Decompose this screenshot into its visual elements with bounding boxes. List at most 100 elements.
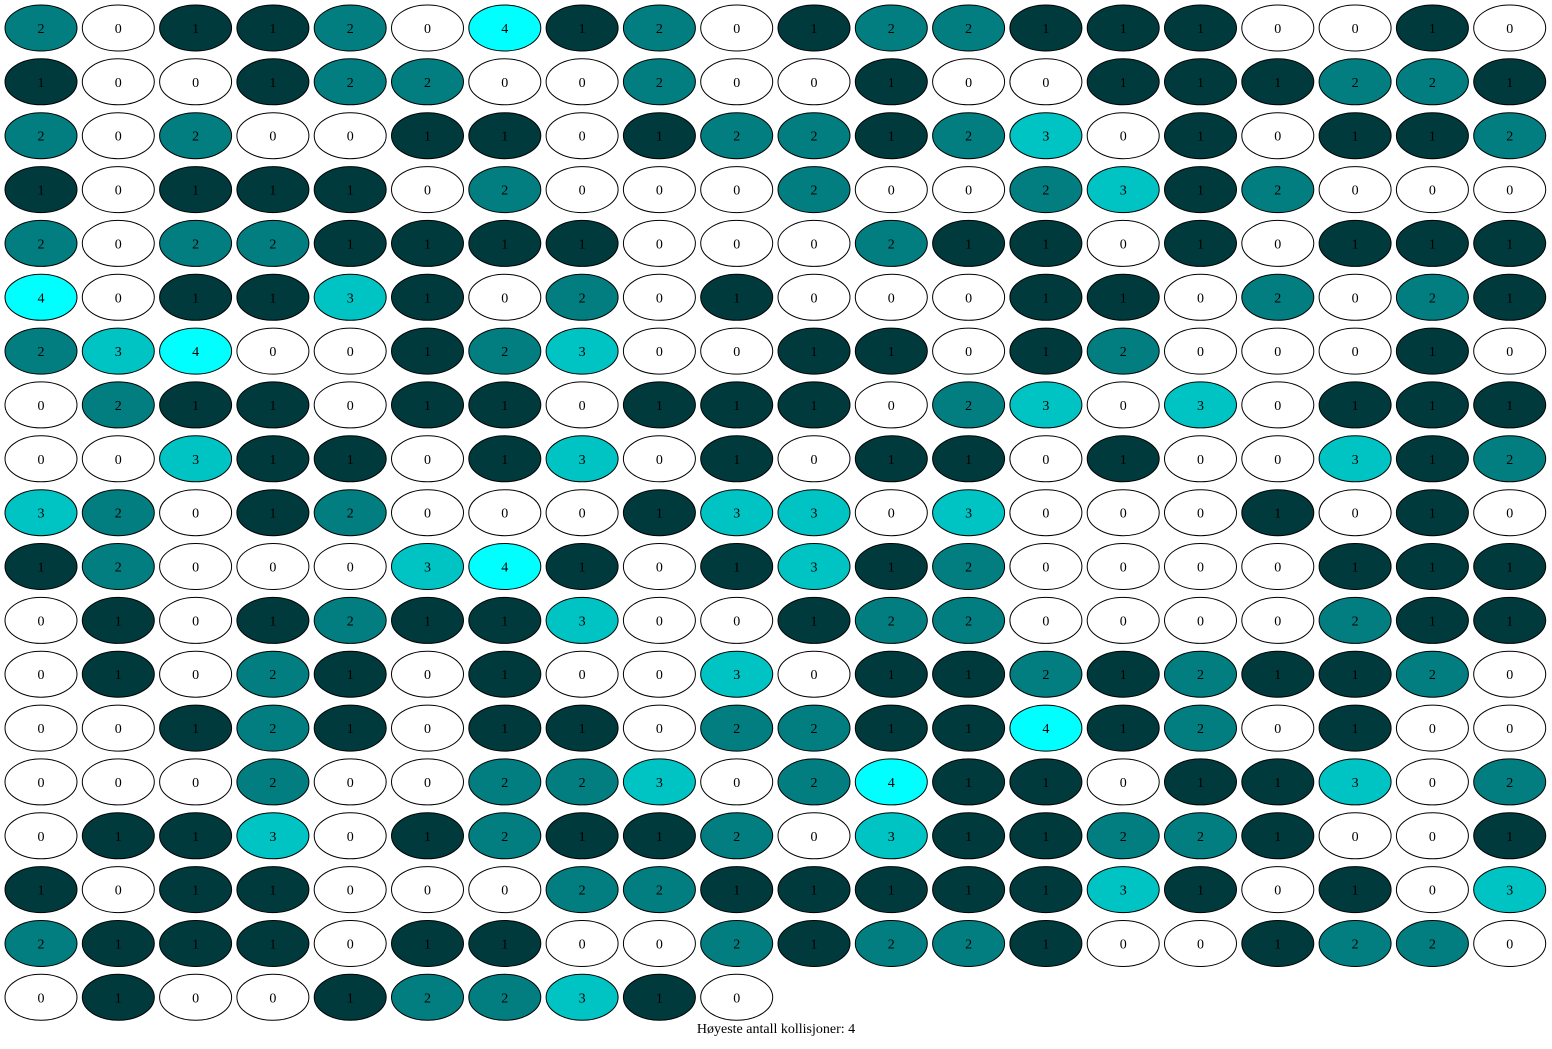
bucket-node: 1: [1009, 327, 1083, 375]
bucket-node: 1: [391, 327, 464, 375]
bucket-node: 1: [1395, 543, 1469, 590]
bucket-node: 0: [777, 273, 851, 321]
bucket-count: 1: [965, 668, 972, 683]
bucket-node: 0: [1473, 920, 1547, 967]
bucket-node: 1: [391, 812, 464, 860]
bucket-ellipse: [854, 704, 928, 752]
bucket-ellipse: [1241, 866, 1315, 914]
bucket-node: 0: [545, 166, 619, 214]
bucket-ellipse: [700, 273, 774, 321]
bucket-node: 1: [468, 650, 542, 698]
bucket-ellipse: [391, 866, 464, 914]
bucket-node: 3: [81, 327, 155, 375]
bucket-count: 0: [656, 291, 663, 306]
bucket-count: 0: [1506, 507, 1513, 522]
bucket-node: 3: [313, 273, 387, 321]
bucket-node: 1: [854, 866, 928, 914]
bucket-ellipse: [313, 327, 387, 375]
bucket-node: 1: [1009, 4, 1083, 52]
bucket-node: 0: [1241, 381, 1315, 429]
bucket-ellipse: [1395, 812, 1469, 860]
bucket-count: 0: [1429, 830, 1436, 845]
bucket-ellipse: [622, 112, 696, 160]
bucket-node: 2: [1473, 758, 1547, 806]
bucket-node: 1: [1164, 219, 1237, 267]
bucket-ellipse: [236, 381, 310, 429]
bucket-count: 2: [1429, 76, 1436, 91]
bucket-ellipse: [159, 219, 233, 267]
bucket-count: 0: [115, 722, 122, 737]
bucket-node: 0: [1473, 650, 1547, 698]
bucket-ellipse: [622, 650, 696, 698]
bucket-node: 1: [854, 327, 928, 375]
bucket-count: 2: [424, 991, 431, 1006]
bucket-ellipse: [622, 920, 696, 967]
bucket-node: 2: [622, 866, 696, 914]
bucket-node: 1: [1473, 812, 1547, 860]
bucket-ellipse: [1086, 435, 1160, 483]
bucket-node: 0: [1241, 219, 1315, 267]
bucket-count: 0: [501, 507, 508, 522]
bucket-ellipse: [1241, 166, 1315, 214]
bucket-count: 0: [656, 561, 663, 576]
bucket-ellipse: [468, 273, 542, 321]
bucket-node: 3: [854, 812, 928, 860]
bucket-count: 2: [38, 22, 45, 37]
bucket-ellipse: [700, 381, 774, 429]
bucket-node: 2: [1318, 58, 1392, 106]
bucket-count: 2: [501, 830, 508, 845]
bucket-count: 2: [1506, 453, 1513, 468]
bucket-ellipse: [854, 812, 928, 860]
bucket-count: 0: [1042, 614, 1049, 629]
bucket-count: 2: [965, 938, 972, 953]
bucket-node: 0: [159, 58, 233, 106]
bucket-count: 0: [424, 22, 431, 37]
bucket-node: 2: [1009, 650, 1083, 698]
bucket-node: 3: [1473, 866, 1547, 914]
bucket-ellipse: [1473, 112, 1547, 160]
bucket-count: 2: [656, 22, 663, 37]
bucket-ellipse: [81, 219, 155, 267]
bucket-node: 0: [622, 435, 696, 483]
bucket-ellipse: [1086, 650, 1160, 698]
bucket-node: 0: [159, 543, 233, 590]
bucket-count: 1: [965, 884, 972, 899]
bucket-count: 0: [733, 614, 740, 629]
bucket-node: 2: [700, 920, 774, 967]
bucket-count: 1: [888, 561, 895, 576]
bucket-ellipse: [777, 596, 851, 644]
bucket-ellipse: [159, 112, 233, 160]
bucket-count: 0: [656, 614, 663, 629]
bucket-count: 0: [38, 399, 45, 414]
bucket-node: 1: [159, 704, 233, 752]
bucket-count: 1: [347, 668, 354, 683]
bucket-count: 1: [269, 453, 276, 468]
bucket-ellipse: [1241, 812, 1315, 860]
bucket-node: 3: [4, 489, 78, 537]
bucket-count: 0: [347, 776, 354, 791]
bucket-ellipse: [622, 489, 696, 537]
bucket-ellipse: [1164, 812, 1237, 860]
bucket-ellipse: [932, 166, 1006, 214]
bucket-ellipse: [468, 758, 542, 806]
bucket-count: 1: [1352, 399, 1359, 414]
bucket-count: 0: [424, 453, 431, 468]
bucket-node: 3: [545, 435, 619, 483]
bucket-node: 2: [932, 4, 1006, 52]
bucket-node: 0: [81, 4, 155, 52]
bucket-node: 1: [4, 543, 78, 590]
bucket-ellipse: [622, 543, 696, 590]
bucket-ellipse: [777, 381, 851, 429]
bucket-count: 0: [269, 345, 276, 360]
bucket-ellipse: [4, 758, 78, 806]
bucket-count: 0: [656, 453, 663, 468]
bucket-ellipse: [854, 327, 928, 375]
bucket-count: 1: [192, 22, 199, 37]
bucket-count: 1: [579, 561, 586, 576]
bucket-node: 1: [854, 435, 928, 483]
bucket-count: 3: [1197, 399, 1204, 414]
bucket-ellipse: [4, 58, 78, 106]
bucket-ellipse: [1395, 327, 1469, 375]
bucket-ellipse: [700, 58, 774, 106]
bucket-node: 1: [1318, 866, 1392, 914]
